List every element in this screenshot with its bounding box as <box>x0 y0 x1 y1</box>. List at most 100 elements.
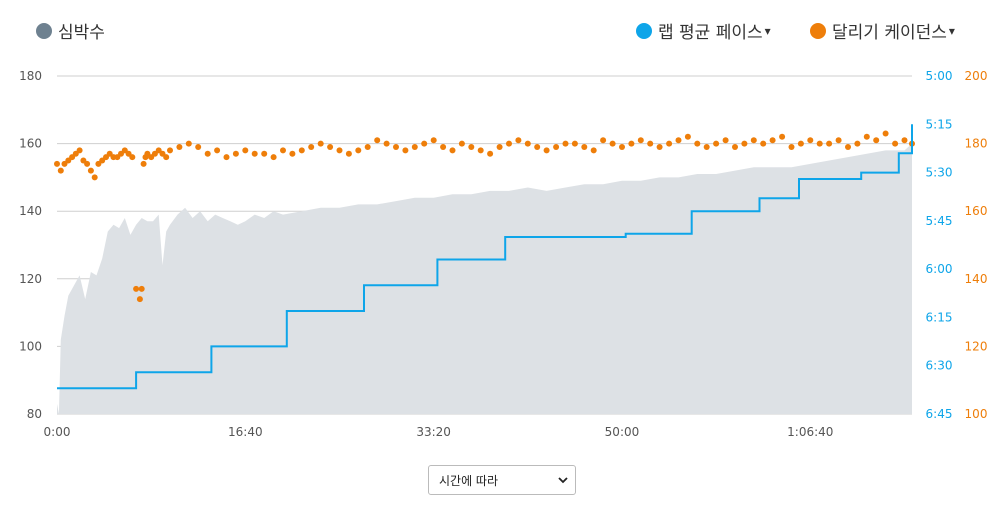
cadence-point <box>515 137 522 144</box>
lap-pace-step-path <box>57 124 913 390</box>
cadence-point <box>571 140 578 147</box>
cadence-point <box>496 144 503 150</box>
axes: 80 100 120 140 160 180 5:00 5:15 5:30 5:45 6:00 6:1… <box>19 69 987 439</box>
cadence-point <box>449 147 456 154</box>
heart-rate-area <box>57 143 912 414</box>
x-tick-label: 33:20 <box>416 425 451 439</box>
cadence-point <box>393 144 399 150</box>
cadence-point <box>280 147 286 154</box>
cadence-point <box>892 140 899 147</box>
cadence-point <box>133 285 140 292</box>
cadence-point <box>901 137 908 144</box>
cadence-point <box>600 137 607 144</box>
cadence-point <box>534 144 541 150</box>
cadence-point <box>703 144 710 150</box>
x-tick-label: 16:40 <box>228 425 263 439</box>
y-cadence-tick-label: 120 <box>965 339 988 353</box>
cadence-point <box>581 144 588 150</box>
cadence-point <box>458 140 465 147</box>
y-left-tick-label: 120 <box>19 272 42 286</box>
cadence-point <box>769 137 776 144</box>
cadence-point <box>750 137 757 144</box>
cadence-point <box>816 140 823 147</box>
cadence-point <box>845 144 851 150</box>
y-pace-tick-label: 6:15 <box>926 310 953 324</box>
cadence-point <box>807 137 814 144</box>
cadence-point <box>364 144 371 150</box>
legend-cadence[interactable]: 달리기 케이던스 ▾ <box>810 18 955 43</box>
cadence-point <box>345 150 352 157</box>
cadence-point <box>308 144 315 150</box>
cadence-point <box>298 147 305 154</box>
cadence-point <box>185 140 192 147</box>
cadence-point <box>327 144 334 150</box>
cadence-point <box>91 174 98 181</box>
chevron-down-icon: ▾ <box>764 23 771 38</box>
cadence-point <box>176 144 183 150</box>
cadence-point <box>76 147 83 154</box>
cadence-point <box>835 137 842 144</box>
cadence-point <box>656 144 663 150</box>
cadence-point <box>54 160 60 167</box>
cadence-point <box>873 137 880 144</box>
y-pace-tick-label: 5:00 <box>926 69 953 83</box>
y-left-tick-label: 160 <box>19 137 42 151</box>
cadence-point <box>402 147 409 154</box>
cadence-point <box>779 133 786 140</box>
cadence-point <box>355 147 362 154</box>
cadence-point <box>788 144 795 150</box>
legend-heart-rate[interactable]: 심박수 <box>36 18 105 43</box>
lap-pace-legend-label: 랩 평균 페이스 <box>658 23 763 43</box>
cadence-point <box>797 140 804 147</box>
cadence-point <box>647 140 654 147</box>
heart-rate-legend-label: 심박수 <box>58 23 105 43</box>
cadence-point <box>140 160 147 167</box>
cadence-point <box>628 140 635 147</box>
y-pace-tick-label: 5:45 <box>926 214 953 228</box>
cadence-point <box>666 140 673 147</box>
cadence-point <box>741 140 748 147</box>
cadence-point <box>195 144 202 150</box>
cadence-point <box>138 285 145 292</box>
y-left-tick-label: 180 <box>19 69 42 83</box>
cadence-point <box>261 150 268 157</box>
cadence-point <box>336 147 343 154</box>
cadence-point <box>826 140 833 147</box>
cadence-point <box>289 150 296 157</box>
x-axis-mode-select[interactable]: 시간에 따라 <box>428 465 576 495</box>
y-cadence-tick-label: 180 <box>965 137 988 151</box>
cadence-point <box>553 144 560 150</box>
cadence-dot-icon <box>810 22 826 39</box>
y-pace-tick-label: 5:15 <box>926 117 953 131</box>
cadence-point <box>543 147 550 154</box>
cadence-point <box>214 147 221 154</box>
y-cadence-tick-label: 100 <box>965 407 988 421</box>
cadence-point <box>251 150 258 157</box>
cadence-point <box>317 140 324 147</box>
cadence-point <box>590 147 597 154</box>
cadence-point <box>383 140 390 147</box>
cadence-point <box>87 167 94 174</box>
cadence-legend-label: 달리기 케이던스 <box>832 23 947 43</box>
cadence-point <box>760 140 767 147</box>
cadence-point <box>562 140 569 147</box>
cadence-point <box>163 154 170 161</box>
cadence-point <box>732 144 738 150</box>
cadence-point <box>684 133 691 140</box>
y-pace-tick-label: 6:45 <box>926 407 953 421</box>
legend-lap-pace[interactable]: 랩 평균 페이스 ▾ <box>636 18 771 43</box>
select-value: 시간에 따라 <box>439 473 499 488</box>
x-tick-label: 0:00 <box>44 425 71 439</box>
cadence-point <box>84 160 91 167</box>
chevron-down-icon <box>558 477 568 484</box>
cadence-point <box>694 140 701 147</box>
cadence-point <box>430 137 437 144</box>
cadence-point <box>374 137 381 144</box>
cadence-point <box>477 147 484 154</box>
cadence-point <box>129 154 136 161</box>
heart-rate-dot-icon <box>36 22 52 39</box>
cadence-point <box>506 140 512 147</box>
cadence-point <box>223 154 230 161</box>
cadence-point <box>270 154 277 161</box>
